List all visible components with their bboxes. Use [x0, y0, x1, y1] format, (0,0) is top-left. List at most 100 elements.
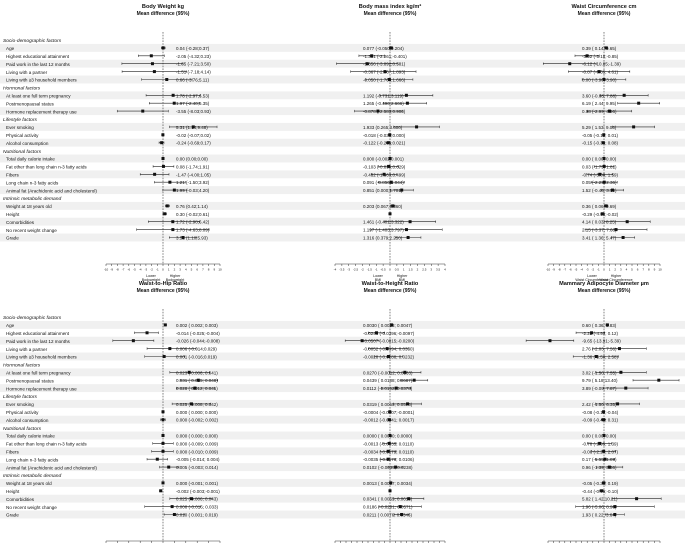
estimate-ci-text: 0.010 ( 0.001; 0.019) [176, 513, 218, 518]
higher-direction-label: Higher [611, 274, 622, 278]
estimate-ci-text: 0.08 (-1.74;1.91) [176, 164, 210, 169]
point-estimate [388, 212, 392, 216]
factor-label: Total daily calorie intake [6, 434, 55, 439]
point-estimate [602, 481, 606, 485]
point-estimate [171, 220, 175, 224]
point-estimate [387, 441, 391, 445]
point-estimate [161, 441, 165, 445]
x-tick-label: -1.5 [367, 268, 373, 272]
point-estimate [171, 93, 175, 97]
point-estimate [597, 70, 601, 74]
lower-direction-label: BMI [375, 278, 381, 282]
row-stripe [0, 415, 685, 424]
estimate-ci-text: -0.002 (-0.003;-0.001) [176, 489, 220, 494]
x-tick-label: 4 [626, 268, 628, 272]
x-tick-label: -0.5 [381, 268, 387, 272]
section-heading: Hormonal factors [3, 86, 41, 92]
factor-label: Ever smoking [6, 125, 34, 130]
higher-direction-label: Bodyweight [166, 278, 185, 282]
estimate-ci-text: 0.05 (-2.29; 2.36) [582, 180, 617, 185]
factor-label: Long chain n-3 fatty acids [6, 457, 59, 462]
estimate-ci-text: 0.0112 (-0.0152; 0.0378) [363, 386, 413, 391]
x-tick-label: -2 [361, 268, 364, 272]
estimate-ci-text: 0.203 (0.067;0.360) [363, 204, 403, 209]
estimate-ci-text: 0.000 (-0.002; 0.002) [176, 418, 219, 423]
x-tick-label: 2.5 [422, 268, 427, 272]
point-estimate [405, 101, 409, 105]
factor-label: Fat other than long chain n-3 fatty acid… [6, 442, 87, 447]
x-tick-label: -2 [591, 268, 594, 272]
estimate-ci-text: -0.06 (-2.20; 2.07) [582, 449, 619, 454]
row-stripe [0, 320, 685, 329]
row-stripe [0, 217, 685, 226]
estimate-ci-text: -0.367 (-2.867;1.893) [363, 70, 406, 75]
estimate-ci-text: 0.025 ( 0.008; 0.042) [176, 402, 218, 407]
factor-label: Animal fat (Arachidonic acid and cholest… [6, 188, 97, 193]
point-estimate [600, 212, 604, 216]
x-tick-label: 3.5 [436, 268, 441, 272]
point-estimate [365, 62, 369, 66]
factor-label: Living with a partner [6, 347, 48, 352]
x-tick-label: -2 [150, 268, 153, 272]
point-estimate [390, 323, 394, 327]
point-estimate [172, 188, 176, 192]
point-estimate [190, 497, 193, 501]
estimate-ci-text: 0.000 ( 0.000; 0.000) [176, 410, 218, 415]
point-estimate [603, 457, 607, 461]
point-estimate [408, 220, 412, 224]
point-estimate [168, 180, 172, 184]
estimate-ci-text: -0.0507 (-0.0815;-0.0200) [363, 339, 415, 344]
point-estimate [604, 204, 608, 208]
factor-label: Physical activity [6, 410, 39, 415]
estimate-ci-text: 0.077 (-0.050;0.204) [363, 46, 404, 51]
point-estimate [602, 449, 606, 453]
higher-direction-label: Waist Circumference [599, 278, 632, 282]
estimate-ci-text: -0.005 (-0.014; 0.004) [176, 457, 220, 462]
point-estimate [601, 141, 605, 145]
point-estimate [406, 236, 410, 239]
point-estimate [616, 402, 620, 406]
lower-direction-label: Lower [146, 274, 157, 278]
chart-subtitle: Mean difference (95%) [578, 288, 631, 294]
x-tick-label: -5 [133, 268, 136, 272]
estimate-ci-text: 0.98 (-2.99; 4.96) [582, 109, 617, 114]
x-tick-label: 9 [213, 268, 215, 272]
estimate-ci-text: -0.0052 (-0.0394; 0.0330) [363, 347, 415, 352]
x-tick-label: 4 [185, 268, 187, 272]
point-estimate [604, 46, 608, 50]
estimate-ci-text: 3.60 (-0.68; 7.88) [582, 93, 617, 98]
point-estimate [155, 457, 159, 461]
point-estimate [388, 157, 392, 160]
factor-label: Comorbidities [6, 220, 35, 225]
point-estimate [403, 370, 407, 374]
lower-direction-label: Bodyweight [142, 278, 161, 282]
estimate-ci-text: 1.73 (-4.63;8.09) [176, 228, 210, 233]
point-estimate [388, 410, 392, 414]
point-estimate [621, 236, 625, 239]
point-estimate [163, 212, 167, 216]
estimate-ci-text: 0.00 (0.00;0.00) [176, 157, 208, 162]
estimate-ci-text: 2.15 (-3.37; 7.68) [582, 228, 617, 233]
point-estimate [172, 101, 176, 105]
section-heading: Intrinsic metabolic demand [3, 196, 61, 202]
point-estimate [637, 101, 641, 105]
estimate-ci-text: -0.018 (-0.038;0.000) [363, 133, 406, 138]
estimate-ci-text: 0.00 ( 0.00; 0.00) [582, 434, 617, 439]
x-tick-label: 3 [430, 268, 432, 272]
point-estimate [613, 505, 617, 509]
point-estimate [383, 70, 387, 74]
factor-label: Living with ≥3 household members [6, 355, 77, 360]
x-tick-label: 5 [631, 268, 633, 272]
point-estimate [168, 347, 172, 351]
estimate-ci-text: -0.122 (-0.266;0.021) [363, 141, 406, 146]
estimate-ci-text: 0.0341 ( 0.0065; 0.0616) [363, 497, 413, 502]
row-stripe [0, 122, 685, 131]
estimate-ci-text: -0.0012 (-0.0041; 0.0017) [363, 418, 415, 423]
point-estimate [382, 172, 386, 176]
factor-label: Long chain n-3 fatty acids [6, 180, 59, 185]
point-estimate [387, 418, 391, 422]
row-stripe [0, 186, 685, 195]
factor-label: Hormone replacement therapy use [6, 109, 77, 114]
point-estimate [614, 228, 618, 232]
estimate-ci-text: 0.006 (-0.014;0.029) [176, 347, 217, 352]
